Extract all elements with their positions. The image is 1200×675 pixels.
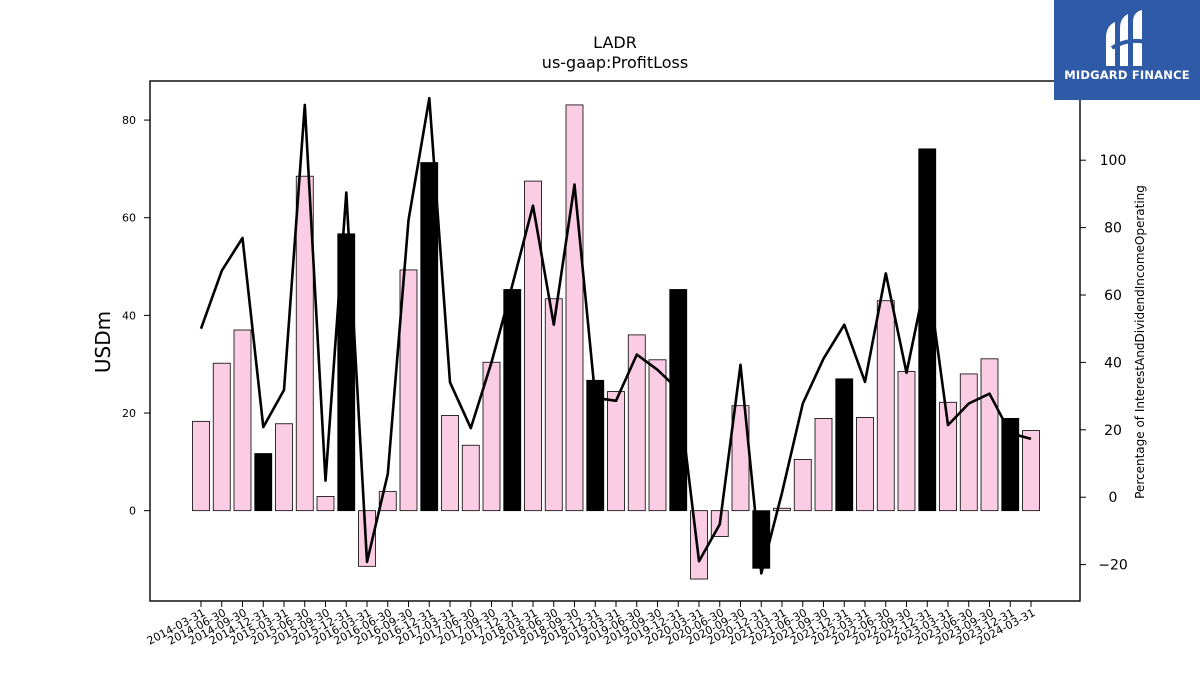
- x-axis: 2014-03-312014-06-302014-09-302014-12-31…: [145, 601, 1037, 648]
- bar: [773, 507, 791, 512]
- series-line: [199, 96, 1032, 575]
- bar: [420, 162, 439, 512]
- bar: [337, 233, 356, 512]
- bar: [939, 401, 957, 512]
- bar: [856, 417, 874, 512]
- y-tick-label: 80: [122, 114, 136, 127]
- y-tick-label: 40: [122, 309, 136, 322]
- bar: [876, 300, 895, 512]
- bar: [295, 175, 314, 512]
- brand-name: MIDGARD FINANCE: [1064, 68, 1190, 82]
- bar: [544, 298, 563, 512]
- y2-tick-label: 60: [1104, 288, 1122, 304]
- chart-subtitle: us-gaap:ProfitLoss: [542, 53, 688, 72]
- bar: [814, 417, 833, 512]
- right-axis: −20 0 20 40 60 80 100: [1080, 153, 1128, 574]
- bar: [980, 358, 999, 512]
- y2-tick-label: 100: [1100, 153, 1127, 169]
- y2-tick-label: −20: [1098, 558, 1128, 574]
- bar: [959, 373, 978, 512]
- bar: [648, 359, 667, 512]
- bar: [793, 459, 812, 512]
- y2-axis-label: Percentage of InterestAndDividendIncomeO…: [1133, 185, 1147, 499]
- bar: [316, 496, 335, 512]
- y2-tick-label: 0: [1109, 490, 1118, 506]
- y-tick-label: 60: [122, 212, 136, 225]
- left-axis: 0 20 40 60 80: [122, 114, 150, 518]
- bar: [586, 379, 605, 512]
- bar: [835, 378, 854, 512]
- y2-tick-label: 80: [1104, 221, 1122, 237]
- y-tick-label: 20: [122, 407, 136, 420]
- bars-layer: [192, 104, 1040, 580]
- bar: [233, 329, 252, 512]
- bar: [275, 423, 293, 512]
- y-axis-label: USDm: [91, 311, 115, 373]
- bar: [524, 180, 542, 512]
- bar: [254, 453, 273, 512]
- bar: [897, 371, 916, 512]
- bar: [441, 415, 459, 512]
- bar: [1001, 417, 1020, 512]
- y2-tick-label: 40: [1104, 355, 1122, 371]
- midgard-logo-icon: [1106, 10, 1147, 66]
- plot-frame: [149, 80, 1081, 602]
- chart-title: LADR: [593, 33, 637, 52]
- bar: [461, 444, 480, 512]
- bar: [1022, 430, 1040, 512]
- bar: [607, 391, 625, 512]
- bar: [627, 334, 646, 512]
- line-layer: [199, 96, 1032, 575]
- bar: [503, 289, 522, 512]
- bar: [358, 510, 376, 567]
- bar: [192, 420, 210, 512]
- brand-logo: MIDGARD FINANCE: [1054, 0, 1200, 100]
- bar: [399, 269, 418, 512]
- bar: [918, 148, 937, 512]
- y2-tick-label: 20: [1104, 423, 1122, 439]
- bar: [565, 104, 584, 512]
- bar: [212, 362, 231, 512]
- y-tick-label: 0: [129, 505, 136, 518]
